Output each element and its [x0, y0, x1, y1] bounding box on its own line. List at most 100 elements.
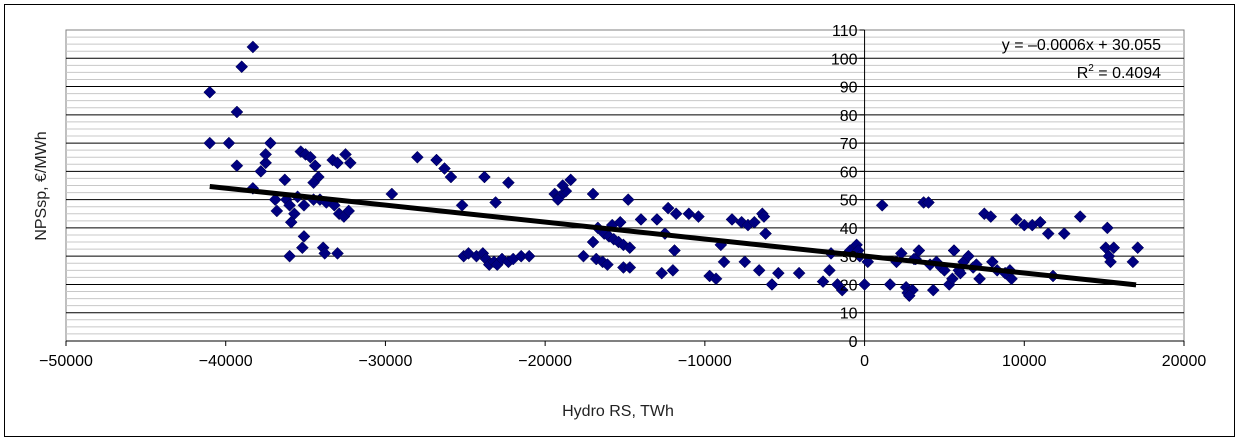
data-point	[973, 272, 986, 286]
data-point	[765, 278, 779, 291]
data-point	[1126, 255, 1140, 269]
data-point	[502, 176, 515, 190]
plot-area	[65, 29, 1185, 342]
y-tick-label: 20	[840, 277, 858, 294]
data-point	[284, 215, 298, 229]
r-squared-prefix: R	[1077, 65, 1089, 82]
x-tick-label: 0	[860, 353, 869, 370]
data-point	[883, 278, 897, 291]
data-point	[1107, 241, 1121, 255]
data-point	[246, 40, 260, 54]
data-point	[771, 266, 785, 280]
data-point	[444, 170, 458, 184]
data-point	[926, 283, 940, 297]
data-point	[835, 283, 849, 297]
data-point	[1131, 241, 1145, 255]
x-axis-title: Hydro RS, TWh	[562, 403, 674, 420]
data-point	[738, 255, 752, 269]
data-point	[621, 193, 635, 206]
data-point	[296, 241, 309, 255]
data-point	[1104, 255, 1117, 269]
data-point	[230, 159, 244, 173]
data-point	[254, 165, 268, 178]
data-point	[1073, 210, 1087, 223]
data-point	[522, 249, 536, 263]
data-point	[717, 255, 731, 269]
data-point	[268, 193, 282, 206]
data-point	[912, 244, 926, 257]
r-squared-label: R2 = 0.4094	[1077, 63, 1161, 82]
data-point	[297, 230, 311, 243]
data-point	[283, 198, 296, 212]
data-point	[634, 213, 648, 226]
data-point	[692, 210, 705, 223]
data-point	[792, 266, 806, 280]
data-point	[430, 153, 443, 167]
y-tick-label: 0	[849, 334, 858, 351]
data-point	[601, 258, 614, 272]
data-point	[946, 272, 959, 286]
data-point	[1033, 215, 1047, 229]
data-point	[757, 210, 771, 223]
x-tick-label: −40000	[199, 353, 253, 370]
x-tick-label: 20000	[1162, 353, 1207, 370]
data-point	[650, 213, 664, 226]
data-point	[816, 275, 830, 288]
x-tick-label: −20000	[518, 353, 572, 370]
data-point	[759, 227, 772, 240]
data-point	[264, 136, 277, 150]
x-tick-label: −50000	[39, 353, 93, 370]
y-tick-label: 30	[840, 249, 858, 266]
x-tick-label: −30000	[359, 353, 413, 370]
data-point	[438, 162, 451, 175]
data-point	[823, 263, 836, 277]
data-point	[1009, 213, 1023, 226]
data-point	[556, 179, 570, 192]
y-tick-label: 40	[840, 221, 858, 238]
data-point	[411, 150, 424, 164]
data-point	[304, 150, 317, 164]
y-tick-label: 60	[840, 164, 858, 181]
data-point	[297, 198, 311, 212]
data-point	[984, 210, 998, 223]
data-point	[709, 272, 723, 286]
data-point	[752, 263, 766, 277]
data-point	[669, 207, 683, 221]
data-point	[1005, 272, 1018, 286]
data-point	[489, 196, 502, 209]
y-tick-label: 90	[840, 80, 858, 97]
data-point	[478, 170, 491, 184]
y-tick-label: 100	[831, 51, 858, 68]
data-point	[331, 156, 344, 170]
data-point	[748, 215, 761, 229]
data-point	[623, 241, 637, 255]
data-point	[902, 289, 916, 303]
data-point	[385, 187, 399, 201]
y-tick-label: 50	[840, 193, 858, 210]
data-point	[1100, 221, 1114, 235]
data-point	[725, 213, 739, 226]
trendline	[209, 183, 1137, 288]
y-tick-label: 80	[840, 108, 858, 125]
data-point	[308, 159, 322, 173]
y-tick-label: 110	[832, 23, 858, 40]
data-point	[564, 173, 578, 187]
y-tick-label: 10	[840, 306, 858, 323]
data-point	[318, 247, 332, 260]
data-point	[655, 266, 669, 280]
trendline-equation: y = –0.0006x + 30.055	[1002, 37, 1161, 54]
data-point	[661, 201, 675, 215]
x-tick-label: 10000	[1002, 353, 1047, 370]
data-point	[1041, 227, 1055, 240]
data-point	[586, 235, 600, 249]
data-point	[462, 247, 475, 260]
y-tick-label: 70	[840, 136, 858, 153]
data-point	[954, 266, 967, 280]
r-squared-value: = 0.4094	[1094, 65, 1161, 82]
data-point	[235, 60, 249, 74]
x-tick-label: −10000	[678, 353, 732, 370]
data-point	[203, 136, 217, 150]
data-point	[270, 204, 284, 218]
data-point	[962, 249, 975, 263]
